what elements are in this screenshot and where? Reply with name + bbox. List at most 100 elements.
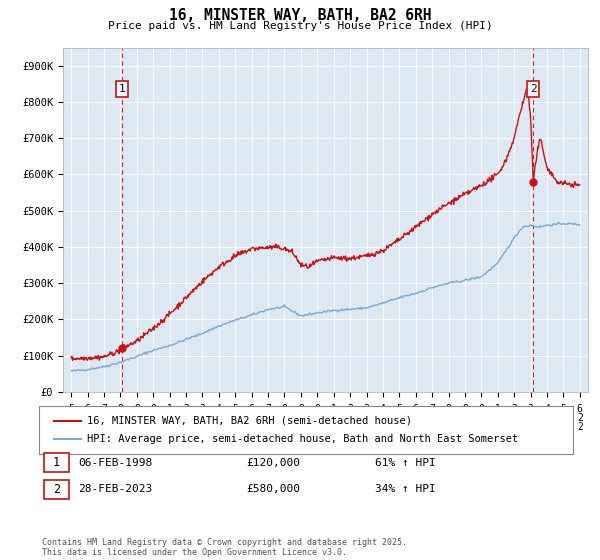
Text: 0: 0 <box>478 404 484 414</box>
Text: 2: 2 <box>397 422 402 432</box>
Text: 1: 1 <box>331 404 337 414</box>
Text: 9: 9 <box>134 413 140 423</box>
Text: 2: 2 <box>478 413 484 423</box>
Text: 1: 1 <box>462 413 468 423</box>
Text: 3: 3 <box>200 404 205 414</box>
Text: 1: 1 <box>314 413 320 423</box>
Text: 2: 2 <box>495 422 501 432</box>
Text: 1: 1 <box>101 422 107 432</box>
Text: 2: 2 <box>249 422 254 432</box>
Text: 2: 2 <box>331 422 337 432</box>
Text: 9: 9 <box>85 413 91 423</box>
Text: 16, MINSTER WAY, BATH, BA2 6RH: 16, MINSTER WAY, BATH, BA2 6RH <box>169 8 431 24</box>
Text: 5: 5 <box>560 404 566 414</box>
Text: 1: 1 <box>380 413 386 423</box>
Text: 9: 9 <box>462 404 468 414</box>
Text: 7: 7 <box>101 404 107 414</box>
Text: 1: 1 <box>68 422 74 432</box>
Text: 2: 2 <box>577 422 583 432</box>
Text: 2: 2 <box>560 422 566 432</box>
Text: 0: 0 <box>281 413 287 423</box>
Text: 2: 2 <box>511 413 517 423</box>
Text: 8: 8 <box>446 404 451 414</box>
Text: 0: 0 <box>265 413 271 423</box>
Text: 0: 0 <box>298 413 304 423</box>
Text: 0: 0 <box>216 413 222 423</box>
Text: 9: 9 <box>101 413 107 423</box>
Text: 2: 2 <box>216 422 222 432</box>
Text: 2: 2 <box>511 404 517 414</box>
Text: 2: 2 <box>281 422 287 432</box>
Text: 2: 2 <box>511 422 517 432</box>
Text: 2: 2 <box>232 422 238 432</box>
Text: 0: 0 <box>249 413 254 423</box>
Text: 0: 0 <box>183 413 189 423</box>
Text: 2: 2 <box>429 422 435 432</box>
Text: 28-FEB-2023: 28-FEB-2023 <box>78 484 152 494</box>
Text: 8: 8 <box>281 404 287 414</box>
Text: 2: 2 <box>314 422 320 432</box>
Text: 0: 0 <box>314 404 320 414</box>
Text: 3: 3 <box>527 404 533 414</box>
Text: 7: 7 <box>265 404 271 414</box>
Text: 6: 6 <box>85 404 91 414</box>
Text: 4: 4 <box>216 404 222 414</box>
Text: 9: 9 <box>134 404 140 414</box>
Text: 4: 4 <box>544 404 550 414</box>
Text: 1: 1 <box>118 422 124 432</box>
Text: 5: 5 <box>397 404 402 414</box>
Text: £580,000: £580,000 <box>246 484 300 494</box>
Text: 2: 2 <box>200 422 205 432</box>
Text: 1: 1 <box>413 413 419 423</box>
Text: 5: 5 <box>68 404 74 414</box>
Text: 2: 2 <box>167 422 173 432</box>
Text: 1: 1 <box>134 422 140 432</box>
Text: 2: 2 <box>495 413 501 423</box>
Text: 1: 1 <box>331 413 337 423</box>
Text: 2: 2 <box>544 422 550 432</box>
Text: 2: 2 <box>544 413 550 423</box>
Text: 2: 2 <box>380 422 386 432</box>
Text: 9: 9 <box>118 413 124 423</box>
Text: 2: 2 <box>560 413 566 423</box>
Text: 2: 2 <box>530 84 536 94</box>
Text: 6: 6 <box>577 404 583 414</box>
Text: 0: 0 <box>167 413 173 423</box>
Text: 2: 2 <box>446 422 451 432</box>
Text: Contains HM Land Registry data © Crown copyright and database right 2025.
This d: Contains HM Land Registry data © Crown c… <box>42 538 407 557</box>
Text: 4: 4 <box>380 404 386 414</box>
Text: 0: 0 <box>150 413 156 423</box>
Text: 2: 2 <box>265 422 271 432</box>
Text: 2: 2 <box>577 413 583 423</box>
Text: 1: 1 <box>397 413 402 423</box>
Text: 2: 2 <box>150 422 156 432</box>
Text: 2: 2 <box>527 413 533 423</box>
Text: 1: 1 <box>446 413 451 423</box>
Text: 6: 6 <box>413 404 419 414</box>
Text: 2: 2 <box>364 422 370 432</box>
Text: 2: 2 <box>347 422 353 432</box>
Text: 2: 2 <box>347 404 353 414</box>
Text: 1: 1 <box>495 404 501 414</box>
Text: HPI: Average price, semi-detached house, Bath and North East Somerset: HPI: Average price, semi-detached house,… <box>87 434 518 444</box>
Text: 0: 0 <box>200 413 205 423</box>
Text: 1: 1 <box>364 413 370 423</box>
Text: Price paid vs. HM Land Registry's House Price Index (HPI): Price paid vs. HM Land Registry's House … <box>107 21 493 31</box>
Text: 2: 2 <box>53 483 60 496</box>
Text: 06-FEB-1998: 06-FEB-1998 <box>78 458 152 468</box>
Text: 1: 1 <box>119 84 125 94</box>
Text: 9: 9 <box>68 413 74 423</box>
Text: 2: 2 <box>478 422 484 432</box>
Text: 2: 2 <box>183 422 189 432</box>
Text: 16, MINSTER WAY, BATH, BA2 6RH (semi-detached house): 16, MINSTER WAY, BATH, BA2 6RH (semi-det… <box>87 416 412 426</box>
Text: 0: 0 <box>150 404 156 414</box>
Text: 1: 1 <box>429 413 435 423</box>
Text: 2: 2 <box>413 422 419 432</box>
Text: £120,000: £120,000 <box>246 458 300 468</box>
Text: 2: 2 <box>462 422 468 432</box>
Text: 5: 5 <box>232 404 238 414</box>
Text: 2: 2 <box>298 422 304 432</box>
Text: 0: 0 <box>232 413 238 423</box>
Text: 9: 9 <box>298 404 304 414</box>
Text: 1: 1 <box>347 413 353 423</box>
